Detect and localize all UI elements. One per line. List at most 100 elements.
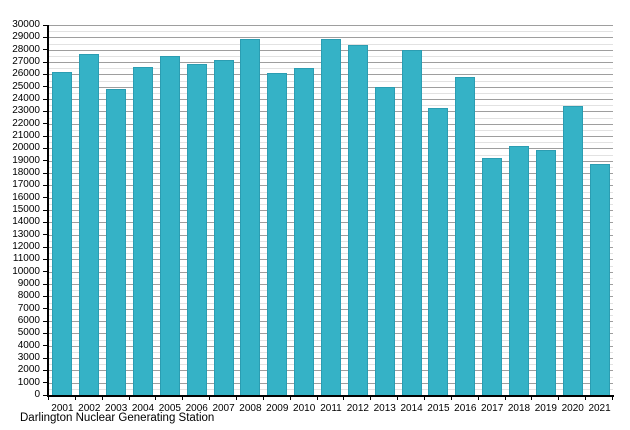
y-tick-label: 13000 [12,228,40,240]
x-tick-label: 2018 [507,403,531,414]
bar-2012 [347,44,368,395]
y-tick [43,320,48,322]
x-tick [74,397,76,400]
x-tick-label: 2004 [131,403,155,414]
bar-2006 [186,63,207,395]
x-tick-label: 2021 [588,403,611,414]
y-tick-label: 0 [34,389,40,400]
bar-2014 [401,50,422,395]
bar-2002 [79,53,100,395]
x-tick-label: 2003 [105,403,128,414]
x-tick [343,397,345,400]
bar-2010 [294,67,315,395]
y-tick [43,246,48,248]
y-tick-label: 6000 [17,315,40,326]
x-axis [47,395,614,397]
y-tick [43,24,48,26]
bar-2003 [106,89,127,395]
bar-2011 [321,38,341,395]
y-tick-label: 10000 [12,265,40,277]
bar-2009 [267,73,288,395]
y-tick [43,135,48,137]
x-tick [558,397,560,400]
bar-2015 [428,107,449,395]
x-tick [477,397,479,400]
x-tick-label: 2008 [239,403,262,414]
y-tick [43,394,48,396]
x-tick [370,397,372,400]
y-tick [43,209,48,211]
y-tick [43,234,48,236]
x-tick-label: 2002 [78,403,101,414]
bar-2020 [562,105,583,395]
x-tick [612,397,613,400]
x-tick-label: 2010 [293,403,316,414]
x-tick-label: 2009 [266,403,289,414]
y-tick-label: 3000 [17,352,40,363]
y-tick-label: 2000 [17,364,40,376]
x-tick-label: 2011 [320,403,342,414]
y-tick-label: 27000 [12,56,40,67]
y-tick-label: 11000 [12,253,40,265]
y-tick-label: 23000 [12,105,40,117]
y-tick-label: 29000 [12,31,40,43]
y-tick-label: 17000 [12,179,40,191]
y-tick-label: 1000 [17,376,40,388]
x-tick [101,397,103,400]
y-tick [43,258,48,260]
x-tick-label: 2017 [481,403,504,414]
y-tick [43,98,48,100]
y-tick-label: 20000 [12,142,40,154]
y-tick [43,36,48,38]
y-tick [43,184,48,186]
y-tick-label: 16000 [12,191,40,203]
bar-2004 [133,66,153,395]
x-tick [182,397,184,400]
x-tick [209,397,211,400]
y-tick [43,332,48,334]
x-tick-label: 2016 [454,403,477,414]
y-tick [43,86,48,88]
x-tick [155,397,157,400]
x-tick [424,397,425,400]
x-tick-label: 2013 [373,403,396,414]
y-tick-label: 18000 [12,167,40,178]
bar-2007 [213,60,234,395]
x-tick [504,397,506,400]
x-tick-label: 2020 [561,403,584,414]
y-tick-label: 21000 [12,130,40,141]
y-tick-label: 12000 [12,241,40,252]
y-tick-label: 9000 [17,278,40,289]
y-tick [43,110,48,112]
y-tick [43,147,48,149]
gridline-major [49,25,613,26]
y-tick-label: 26000 [12,68,40,80]
y-tick-label: 14000 [12,216,40,228]
y-tick [43,73,48,75]
y-tick [43,271,48,273]
y-axis [47,25,49,397]
x-tick [262,397,264,400]
y-tick [43,357,48,359]
bar-2013 [374,86,395,395]
bar-2018 [509,146,529,395]
y-tick [43,197,48,199]
x-tick-label: 2006 [185,403,208,414]
y-tick [43,382,48,384]
y-tick [43,172,48,174]
x-tick [450,397,452,400]
x-tick [236,397,237,400]
x-tick-label: 2005 [158,403,181,414]
x-tick [397,397,399,400]
x-tick-label: 2012 [346,403,369,414]
x-tick-label: 2014 [400,403,423,414]
y-tick-label: 7000 [17,302,40,314]
x-tick [128,397,130,400]
x-tick [531,397,533,400]
y-tick [43,295,48,297]
bar-2001 [52,72,73,395]
y-tick [43,345,48,347]
y-tick-label: 24000 [12,93,40,104]
x-tick-label: 2001 [51,403,74,414]
y-tick [43,61,48,63]
